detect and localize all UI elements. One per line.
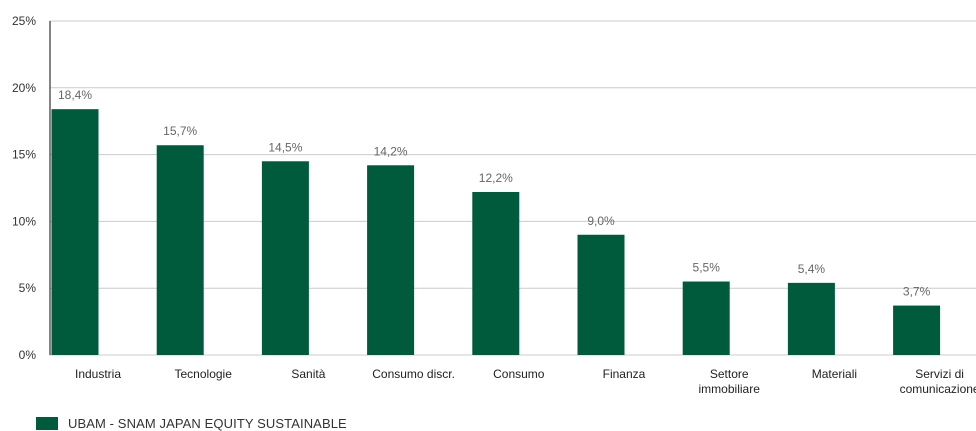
data-label: 9,0% bbox=[587, 214, 615, 228]
x-axis-labels: Industria Tecnologie Sanità Consumo discr. C… bbox=[75, 367, 976, 396]
data-labels: 18,4% 15,7% 14,5% 14,2% 12,2% 9,0% 5,5% 5,4% 3,7… bbox=[58, 88, 931, 298]
bar bbox=[367, 165, 415, 355]
data-label: 15,7% bbox=[163, 124, 197, 138]
x-tick-label: Consumo bbox=[493, 367, 545, 381]
data-label: 5,4% bbox=[798, 262, 826, 276]
bar-chart: 0% 5% 10% 15% 20% 25% 18,4% 15,7% 14,5% 14,2% 12,… bbox=[12, 14, 976, 396]
x-tick-label: Consumo discr. bbox=[372, 367, 455, 381]
x-tick-label: Tecnologie bbox=[175, 367, 233, 381]
x-tick-label: Materiali bbox=[812, 367, 857, 381]
bar bbox=[893, 305, 941, 355]
y-tick-label: 10% bbox=[12, 214, 36, 228]
y-tick-label: 25% bbox=[12, 14, 36, 28]
bar bbox=[156, 145, 204, 355]
y-tick-label: 5% bbox=[19, 281, 37, 295]
bar bbox=[261, 161, 309, 355]
legend: UBAM - SNAM JAPAN EQUITY SUSTAINABLE bbox=[36, 415, 347, 431]
y-axis-ticks: 0% 5% 10% 15% 20% 25% bbox=[12, 14, 36, 362]
x-tick-label: Settore immobiliare bbox=[699, 367, 761, 396]
x-tick-label: Servizi di comunicazione bbox=[900, 367, 976, 396]
y-tick-label: 0% bbox=[19, 348, 37, 362]
bar bbox=[577, 234, 625, 355]
data-label: 12,2% bbox=[479, 171, 513, 185]
data-label: 14,5% bbox=[268, 140, 302, 154]
bar bbox=[787, 282, 835, 355]
x-tick-label: Sanità bbox=[291, 367, 325, 381]
x-tick-label: Industria bbox=[75, 367, 121, 381]
bar bbox=[51, 109, 99, 356]
data-label: 5,5% bbox=[693, 261, 721, 275]
legend-swatch bbox=[36, 416, 58, 430]
y-tick-label: 15% bbox=[12, 148, 36, 162]
bar bbox=[682, 281, 730, 355]
legend-label: UBAM - SNAM JAPAN EQUITY SUSTAINABLE bbox=[68, 415, 347, 431]
data-label: 14,2% bbox=[374, 144, 408, 158]
bars bbox=[51, 109, 941, 356]
data-label: 18,4% bbox=[58, 88, 92, 102]
bar bbox=[472, 192, 520, 355]
data-label: 3,7% bbox=[903, 285, 931, 299]
x-tick-label: Finanza bbox=[603, 367, 646, 381]
y-tick-label: 20% bbox=[12, 81, 36, 95]
